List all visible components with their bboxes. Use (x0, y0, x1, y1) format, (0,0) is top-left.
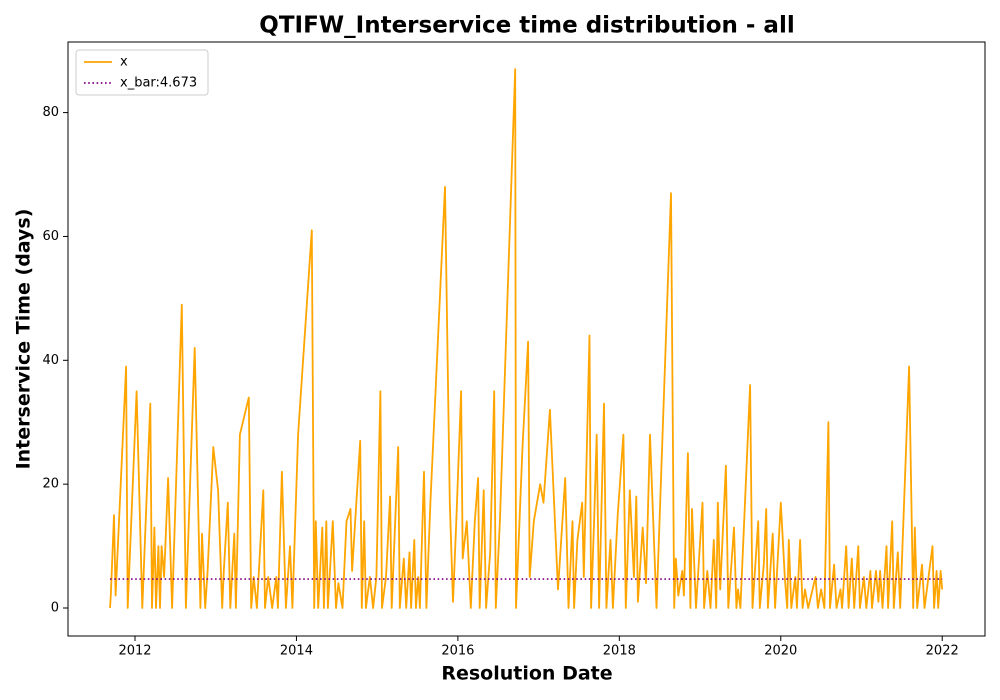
x-tick-label: 2022 (926, 644, 959, 659)
legend-label: x_bar:4.673 (120, 76, 197, 91)
y-tick-label: 80 (42, 105, 59, 120)
x-tick-label: 2012 (118, 644, 151, 659)
y-tick-label: 60 (42, 229, 59, 244)
legend-label: x (120, 55, 128, 70)
x-tick-label: 2014 (280, 644, 313, 659)
series-line (109, 68, 944, 609)
x-tick-label: 2016 (441, 644, 474, 659)
x-tick-label: 2018 (603, 644, 636, 659)
plot-frame (67, 41, 986, 637)
y-tick-label: 20 (42, 477, 59, 492)
x-axis-label: Resolution Date (441, 663, 612, 685)
chart-title: QTIFW_Interservice time distribution - a… (259, 13, 794, 39)
y-tick-label: 0 (51, 601, 59, 616)
y-tick-label: 40 (42, 353, 59, 368)
x-tick-label: 2020 (764, 644, 797, 659)
y-axis-label: Interservice Time (days) (13, 209, 35, 470)
